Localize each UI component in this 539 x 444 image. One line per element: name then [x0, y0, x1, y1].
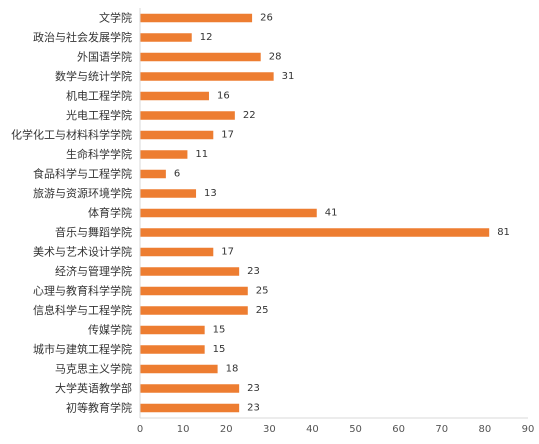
category-label: 经济与管理学院 [55, 264, 132, 278]
category-label: 旅游与资源环境学院 [33, 186, 132, 200]
category-label: 政治与社会发展学院 [33, 30, 132, 44]
x-tick-label: 40 [306, 424, 319, 435]
bar [140, 364, 218, 374]
category-label: 机电工程学院 [66, 89, 132, 103]
bar [140, 267, 240, 276]
data-label: 13 [204, 188, 217, 199]
bar [140, 169, 166, 179]
data-label: 18 [226, 364, 239, 375]
bar [140, 208, 317, 218]
category-label: 心理与教育科学学院 [33, 284, 132, 298]
data-label: 26 [260, 13, 273, 24]
x-tick-label: 60 [392, 424, 405, 435]
category-label: 大学英语教学部 [55, 381, 132, 395]
bar [140, 403, 240, 413]
data-label: 22 [243, 110, 256, 121]
category-label: 音乐与舞蹈学院 [55, 225, 132, 239]
data-label: 81 [497, 227, 510, 238]
category-label: 食品科学与工程学院 [33, 167, 132, 181]
data-label: 28 [269, 52, 282, 63]
x-tick-label: 20 [220, 424, 233, 435]
bar [140, 91, 209, 101]
data-label: 25 [256, 286, 269, 297]
bar [140, 52, 261, 62]
x-tick-label: 0 [137, 424, 143, 435]
x-tick-label: 50 [349, 424, 362, 435]
value-labels: 2612283116221711613418117232525151518232… [174, 13, 510, 414]
x-tick-label: 90 [522, 424, 535, 435]
data-label: 11 [195, 149, 208, 160]
category-label: 外国语学院 [77, 50, 132, 64]
data-label: 23 [247, 403, 260, 414]
bar [140, 384, 240, 393]
data-label: 25 [256, 305, 269, 316]
data-label: 6 [174, 169, 180, 180]
category-label: 数学与统计学院 [55, 69, 132, 83]
data-label: 23 [247, 383, 260, 394]
x-tick-label: 30 [263, 424, 276, 435]
data-label: 31 [282, 71, 295, 82]
x-tick-label: 10 [177, 424, 190, 435]
bars [140, 13, 490, 413]
category-label: 马克思主义学院 [55, 362, 132, 376]
bar [140, 130, 214, 140]
category-labels: 文学院政治与社会发展学院外国语学院数学与统计学院机电工程学院光电工程学院化学化工… [11, 11, 132, 415]
data-label: 17 [221, 130, 234, 141]
category-label: 文学院 [99, 11, 132, 25]
data-label: 15 [213, 344, 226, 355]
bar [140, 33, 192, 42]
category-label: 化学化工与材料科学学院 [11, 128, 132, 142]
x-tick-labels: 0 10 20 30 40 50 60 70 80 90 [137, 424, 535, 435]
bar [140, 286, 248, 296]
x-tick-label: 70 [435, 424, 448, 435]
category-label: 美术与艺术设计学院 [33, 245, 132, 259]
data-label: 17 [221, 247, 234, 258]
data-label: 12 [200, 32, 213, 43]
bar [140, 111, 235, 120]
bar [140, 189, 197, 198]
data-label: 16 [217, 91, 230, 102]
category-label: 传媒学院 [88, 323, 132, 337]
category-label: 光电工程学院 [66, 108, 132, 122]
category-label: 体育学院 [88, 206, 132, 220]
bar [140, 247, 214, 257]
category-label: 城市与建筑工程学院 [33, 342, 132, 356]
bar [140, 150, 188, 159]
data-label: 23 [247, 266, 260, 277]
bar [140, 72, 274, 81]
category-label: 生命科学学院 [66, 147, 132, 161]
bar [140, 228, 490, 237]
x-tick-label: 80 [479, 424, 492, 435]
bar [140, 306, 248, 315]
category-label: 信息科学与工程学院 [33, 303, 132, 317]
bar [140, 13, 253, 23]
data-label: 15 [213, 325, 226, 336]
bar [140, 325, 205, 335]
bar [140, 345, 205, 354]
data-label: 41 [325, 208, 338, 219]
category-label: 初等教育学院 [66, 401, 132, 415]
